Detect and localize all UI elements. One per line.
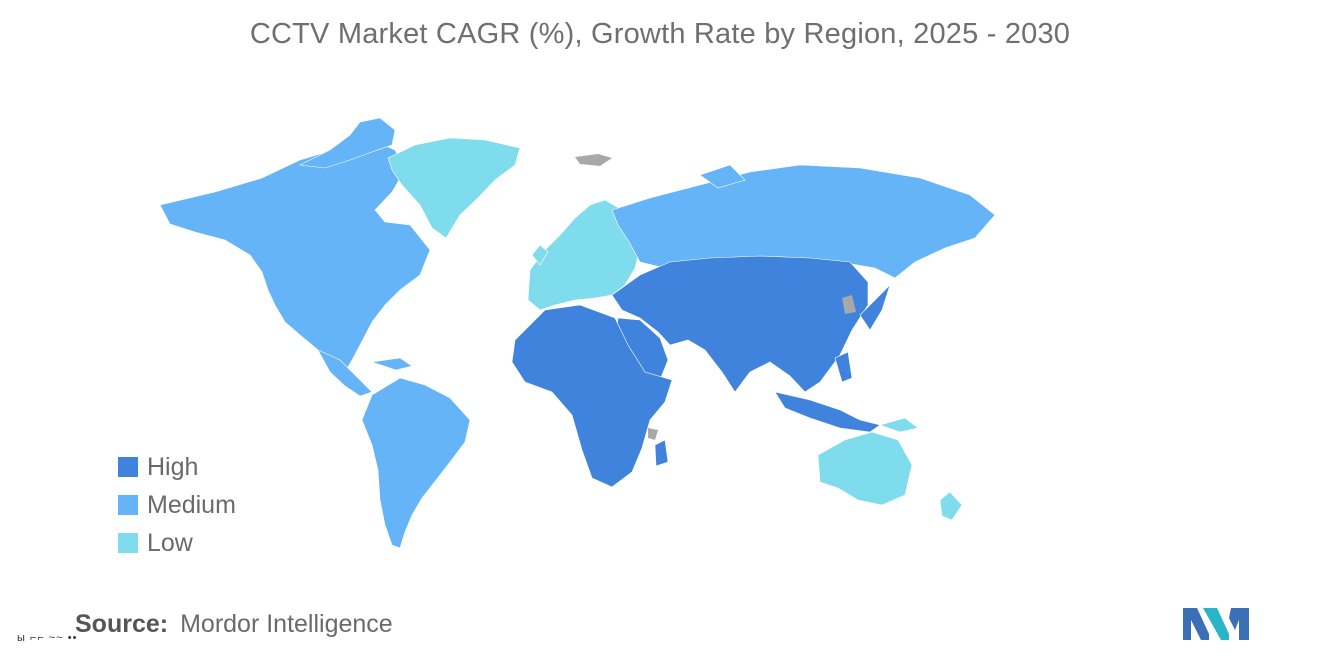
legend-label-medium: Medium [147,490,236,519]
region-asia [611,255,891,433]
source-value: Mordor Intelligence [180,610,393,638]
region-greenland [387,137,521,239]
mordor-intelligence-logo-icon [1183,608,1249,640]
legend-label-high: High [147,452,199,481]
region-north-america [159,117,431,397]
region-south-america [361,377,471,549]
legend-label-low: Low [147,528,193,557]
legend-swatch-high [118,457,138,477]
legend-item-medium: Medium [118,486,236,524]
legend-item-low: Low [118,524,236,562]
decorative-glyph-strip: ы ⌐⌐ ~~ •• [17,632,78,644]
legend: High Medium Low [118,448,236,562]
legend-item-high: High [118,448,236,486]
no-data-areas [575,154,856,440]
region-russia [611,164,996,279]
region-oceania [817,417,963,521]
region-africa [511,304,673,488]
chart-title: CCTV Market CAGR (%), Growth Rate by Reg… [249,18,1071,50]
source-line: Source: Mordor Intelligence [75,610,393,639]
source-label: Source: [75,610,169,638]
legend-swatch-low [118,533,138,553]
legend-swatch-medium [118,495,138,515]
